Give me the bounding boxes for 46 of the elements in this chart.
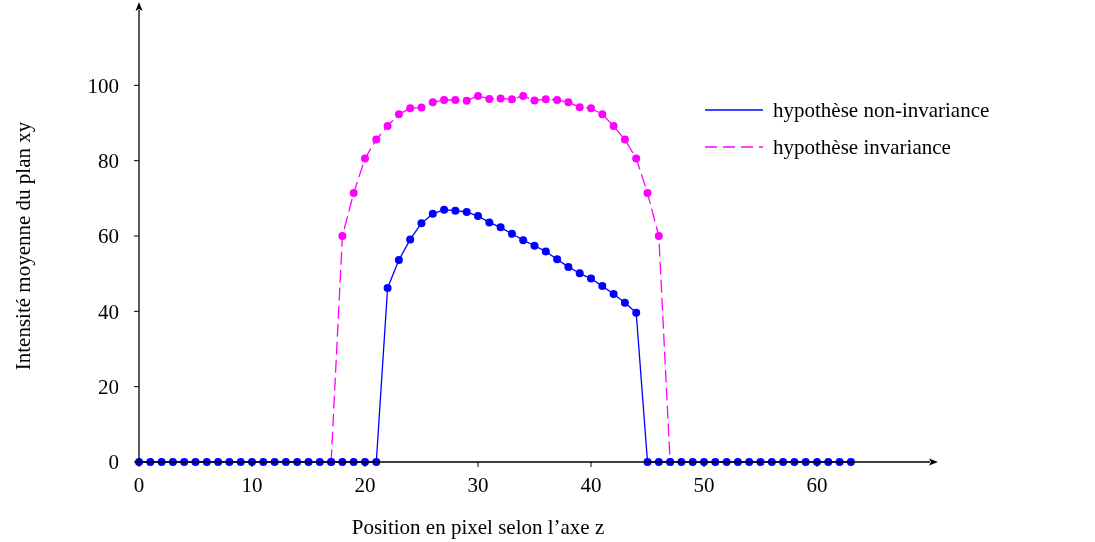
y-axis-title: Intensité moyenne du plan xy — [11, 121, 35, 371]
y-tick-label: 20 — [98, 375, 119, 400]
y-tick-label: 60 — [98, 224, 119, 249]
point — [519, 91, 528, 100]
point — [654, 232, 663, 240]
point — [428, 98, 437, 107]
point — [632, 154, 641, 163]
point — [541, 95, 550, 104]
point — [462, 96, 471, 105]
point — [394, 110, 403, 119]
point — [587, 104, 595, 113]
point — [440, 96, 449, 105]
point — [349, 189, 358, 198]
point — [383, 122, 392, 131]
point — [496, 94, 505, 103]
point — [564, 98, 573, 107]
legend-label: hypothèse non-invariance — [773, 98, 990, 123]
point — [361, 154, 369, 163]
point — [575, 103, 584, 112]
x-tick-label: 40 — [580, 473, 602, 497]
point — [620, 135, 629, 144]
point — [338, 232, 347, 240]
point — [451, 96, 460, 105]
x-tick-label: 0 — [133, 473, 145, 497]
point — [530, 96, 539, 105]
point — [406, 104, 415, 113]
point — [643, 189, 652, 198]
y-tick-label: 80 — [98, 149, 119, 174]
point — [553, 96, 562, 105]
legend-label: hypothèse invariance — [773, 135, 951, 160]
x-axis-title: Position en pixel selon l’axe z — [351, 515, 605, 539]
y-tick-label: 0 — [108, 450, 119, 475]
point — [372, 135, 381, 144]
point — [485, 94, 494, 103]
x-tick-label: 50 — [693, 473, 715, 497]
point — [609, 122, 618, 131]
x-tick-label: 60 — [806, 473, 828, 497]
x-tick-label: 30 — [467, 473, 489, 497]
x-tick-label: 20 — [354, 473, 376, 497]
y-tick-label: 100 — [87, 73, 119, 98]
point — [474, 91, 482, 100]
point — [507, 95, 516, 104]
point — [598, 110, 607, 119]
point — [417, 103, 426, 112]
y-tick-label: 40 — [98, 299, 119, 324]
x-tick-label: 10 — [241, 473, 263, 497]
